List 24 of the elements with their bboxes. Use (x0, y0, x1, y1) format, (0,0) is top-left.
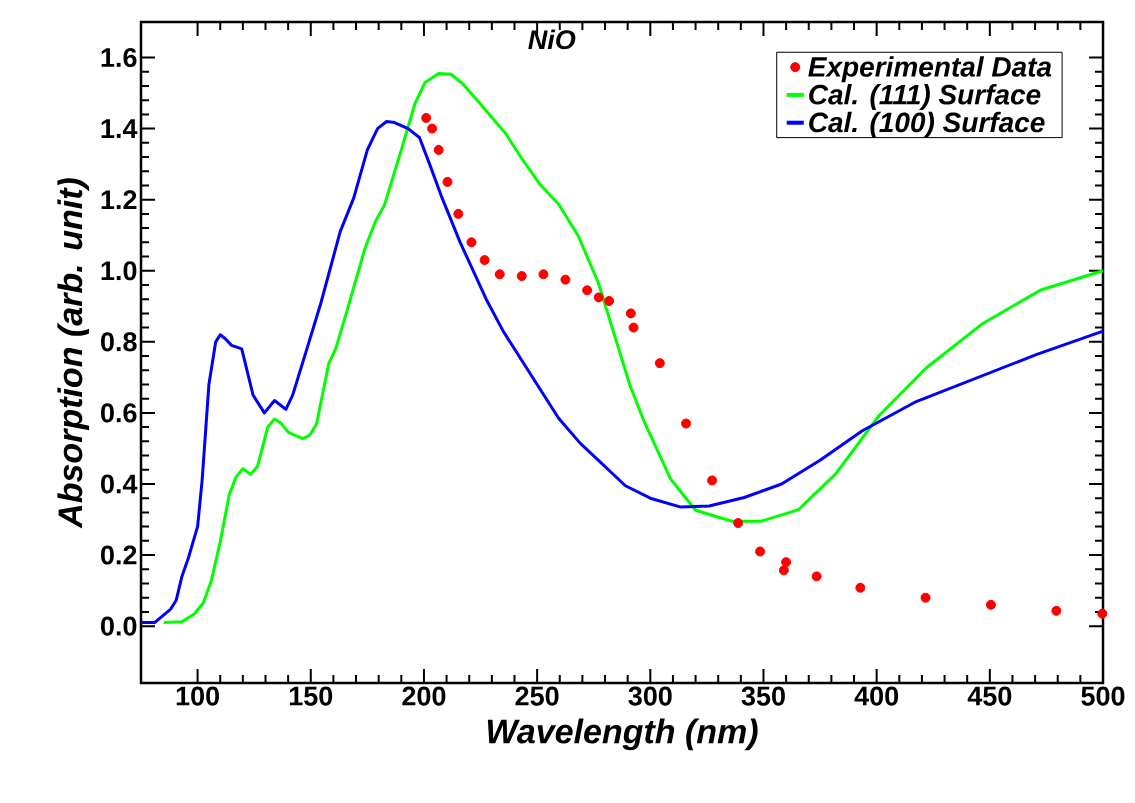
legend-label: Cal. (100) Surface (809, 111, 1045, 138)
y-tick-label: 0.0 (101, 616, 137, 636)
legend-label: Cal. (111) Surface (809, 84, 1041, 111)
y-tick-label: 0.4 (101, 474, 138, 494)
x-tick-label: 200 (402, 686, 446, 706)
legend-label: Experimental Data (808, 56, 1052, 83)
x-tick-label: 400 (854, 686, 899, 706)
x-tick-label: 300 (628, 686, 672, 706)
x-tick-label: 150 (289, 686, 333, 706)
x-tick-label: 100 (176, 686, 220, 706)
y-tick-label: 0.6 (101, 403, 137, 423)
y-tick-label: 0.8 (101, 332, 137, 352)
y-tick-label: 1.4 (101, 119, 138, 138)
y-tick-label: 1.6 (101, 47, 137, 68)
y-tick-label: 0.2 (101, 545, 137, 565)
y-axis-title: Absorption (arb. unit) (57, 178, 90, 529)
y-tick-label: 1.2 (101, 190, 137, 210)
x-tick-label: 250 (515, 686, 559, 706)
x-tick-label: 350 (741, 686, 785, 706)
x-axis-title: Wavelength (nm) (487, 718, 758, 751)
x-tick-label: 500 (1081, 686, 1125, 706)
y-tick-label: 1.0 (101, 261, 137, 281)
x-tick-label: 450 (967, 686, 1012, 706)
chart-title: NiO (528, 29, 576, 50)
